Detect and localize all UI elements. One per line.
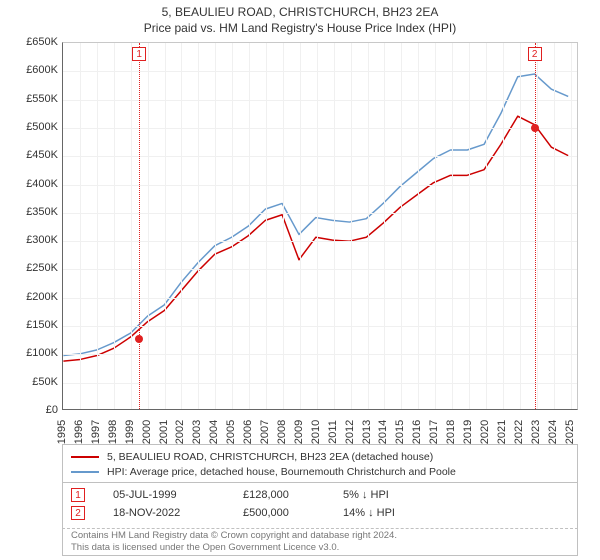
x-axis-tick-label: 2022 — [513, 420, 525, 444]
x-axis-tick-label: 2010 — [310, 420, 322, 444]
x-axis-tick-label: 1995 — [56, 420, 68, 444]
y-axis-tick-label: £200K — [26, 291, 58, 303]
y-axis-tick-label: £50K — [32, 376, 58, 388]
y-axis-tick-label: £550K — [26, 93, 58, 105]
chart-marker-box: 1 — [132, 47, 146, 61]
x-axis-tick-label: 2004 — [208, 420, 220, 444]
title-block: 5, BEAULIEU ROAD, CHRISTCHURCH, BH23 2EA… — [0, 0, 600, 36]
x-axis-tick-label: 2005 — [225, 420, 237, 444]
x-axis-tick-label: 2024 — [547, 420, 559, 444]
legend-row: HPI: Average price, detached house, Bour… — [71, 464, 569, 479]
x-axis-tick-label: 2009 — [293, 420, 305, 444]
y-axis-tick-label: £600K — [26, 64, 58, 76]
footer-line: This data is licensed under the Open Gov… — [71, 542, 569, 554]
y-axis-tick-label: £500K — [26, 121, 58, 133]
legend-row: 5, BEAULIEU ROAD, CHRISTCHURCH, BH23 2EA… — [71, 449, 569, 464]
x-axis-tick-label: 1997 — [90, 420, 102, 444]
x-axis-tick-label: 2016 — [411, 420, 423, 444]
event-price: £128,000 — [243, 489, 343, 501]
chart-container: 5, BEAULIEU ROAD, CHRISTCHURCH, BH23 2EA… — [0, 0, 600, 560]
y-axis-tick-label: £300K — [26, 234, 58, 246]
x-axis-tick-label: 2002 — [174, 420, 186, 444]
x-axis-tick-label: 2000 — [141, 420, 153, 444]
x-axis-tick-label: 2001 — [158, 420, 170, 444]
x-axis-tick-label: 2003 — [191, 420, 203, 444]
y-axis-tick-label: £250K — [26, 262, 58, 274]
x-axis-tick-label: 2013 — [361, 420, 373, 444]
title-address: 5, BEAULIEU ROAD, CHRISTCHURCH, BH23 2EA — [0, 4, 600, 20]
x-axis-tick-label: 2023 — [530, 420, 542, 444]
x-axis-tick-label: 2006 — [242, 420, 254, 444]
legend-box: 5, BEAULIEU ROAD, CHRISTCHURCH, BH23 2EA… — [62, 444, 578, 483]
x-axis-tick-label: 1998 — [107, 420, 119, 444]
event-row: 1 05-JUL-1999 £128,000 5% ↓ HPI — [71, 486, 569, 504]
x-axis-tick-label: 2018 — [445, 420, 457, 444]
x-axis-tick-label: 1996 — [73, 420, 85, 444]
legend-label: 5, BEAULIEU ROAD, CHRISTCHURCH, BH23 2EA… — [107, 451, 433, 463]
x-axis-tick-label: 2008 — [276, 420, 288, 444]
event-diff: 5% ↓ HPI — [343, 489, 389, 501]
x-axis-tick-label: 2014 — [377, 420, 389, 444]
y-axis-tick-label: £350K — [26, 206, 58, 218]
x-axis-tick-label: 2011 — [327, 420, 339, 444]
event-diff: 14% ↓ HPI — [343, 507, 395, 519]
event-marker-box: 2 — [71, 506, 85, 520]
y-axis-tick-label: £0 — [46, 404, 58, 416]
x-axis-tick-label: 2021 — [496, 420, 508, 444]
event-row: 2 18-NOV-2022 £500,000 14% ↓ HPI — [71, 504, 569, 522]
y-axis-tick-label: £100K — [26, 347, 58, 359]
x-axis-tick-label: 2025 — [564, 420, 576, 444]
x-axis-tick-label: 2017 — [428, 420, 440, 444]
x-axis-tick-label: 2020 — [479, 420, 491, 444]
event-marker-box: 1 — [71, 488, 85, 502]
event-price: £500,000 — [243, 507, 343, 519]
x-axis-tick-label: 2012 — [344, 420, 356, 444]
chart-marker-dot — [135, 335, 143, 343]
legend-swatch — [71, 456, 99, 458]
y-axis-tick-label: £650K — [26, 36, 58, 48]
chart-marker-dot — [531, 124, 539, 132]
legend-swatch — [71, 471, 99, 473]
footer-attribution: Contains HM Land Registry data © Crown c… — [62, 528, 578, 556]
legend-label: HPI: Average price, detached house, Bour… — [107, 466, 456, 478]
events-table: 1 05-JUL-1999 £128,000 5% ↓ HPI 2 18-NOV… — [62, 482, 578, 529]
chart-plot-area: 12 — [62, 42, 578, 410]
x-axis-tick-label: 2015 — [394, 420, 406, 444]
x-axis-tick-label: 2019 — [462, 420, 474, 444]
footer-line: Contains HM Land Registry data © Crown c… — [71, 530, 569, 542]
event-date: 18-NOV-2022 — [113, 507, 243, 519]
title-subtitle: Price paid vs. HM Land Registry's House … — [0, 20, 600, 36]
y-axis-tick-label: £400K — [26, 178, 58, 190]
y-axis-tick-label: £450K — [26, 149, 58, 161]
chart-marker-box: 2 — [528, 47, 542, 61]
x-axis-tick-label: 2007 — [259, 420, 271, 444]
y-axis-tick-label: £150K — [26, 319, 58, 331]
x-axis-tick-label: 1999 — [124, 420, 136, 444]
event-date: 05-JUL-1999 — [113, 489, 243, 501]
